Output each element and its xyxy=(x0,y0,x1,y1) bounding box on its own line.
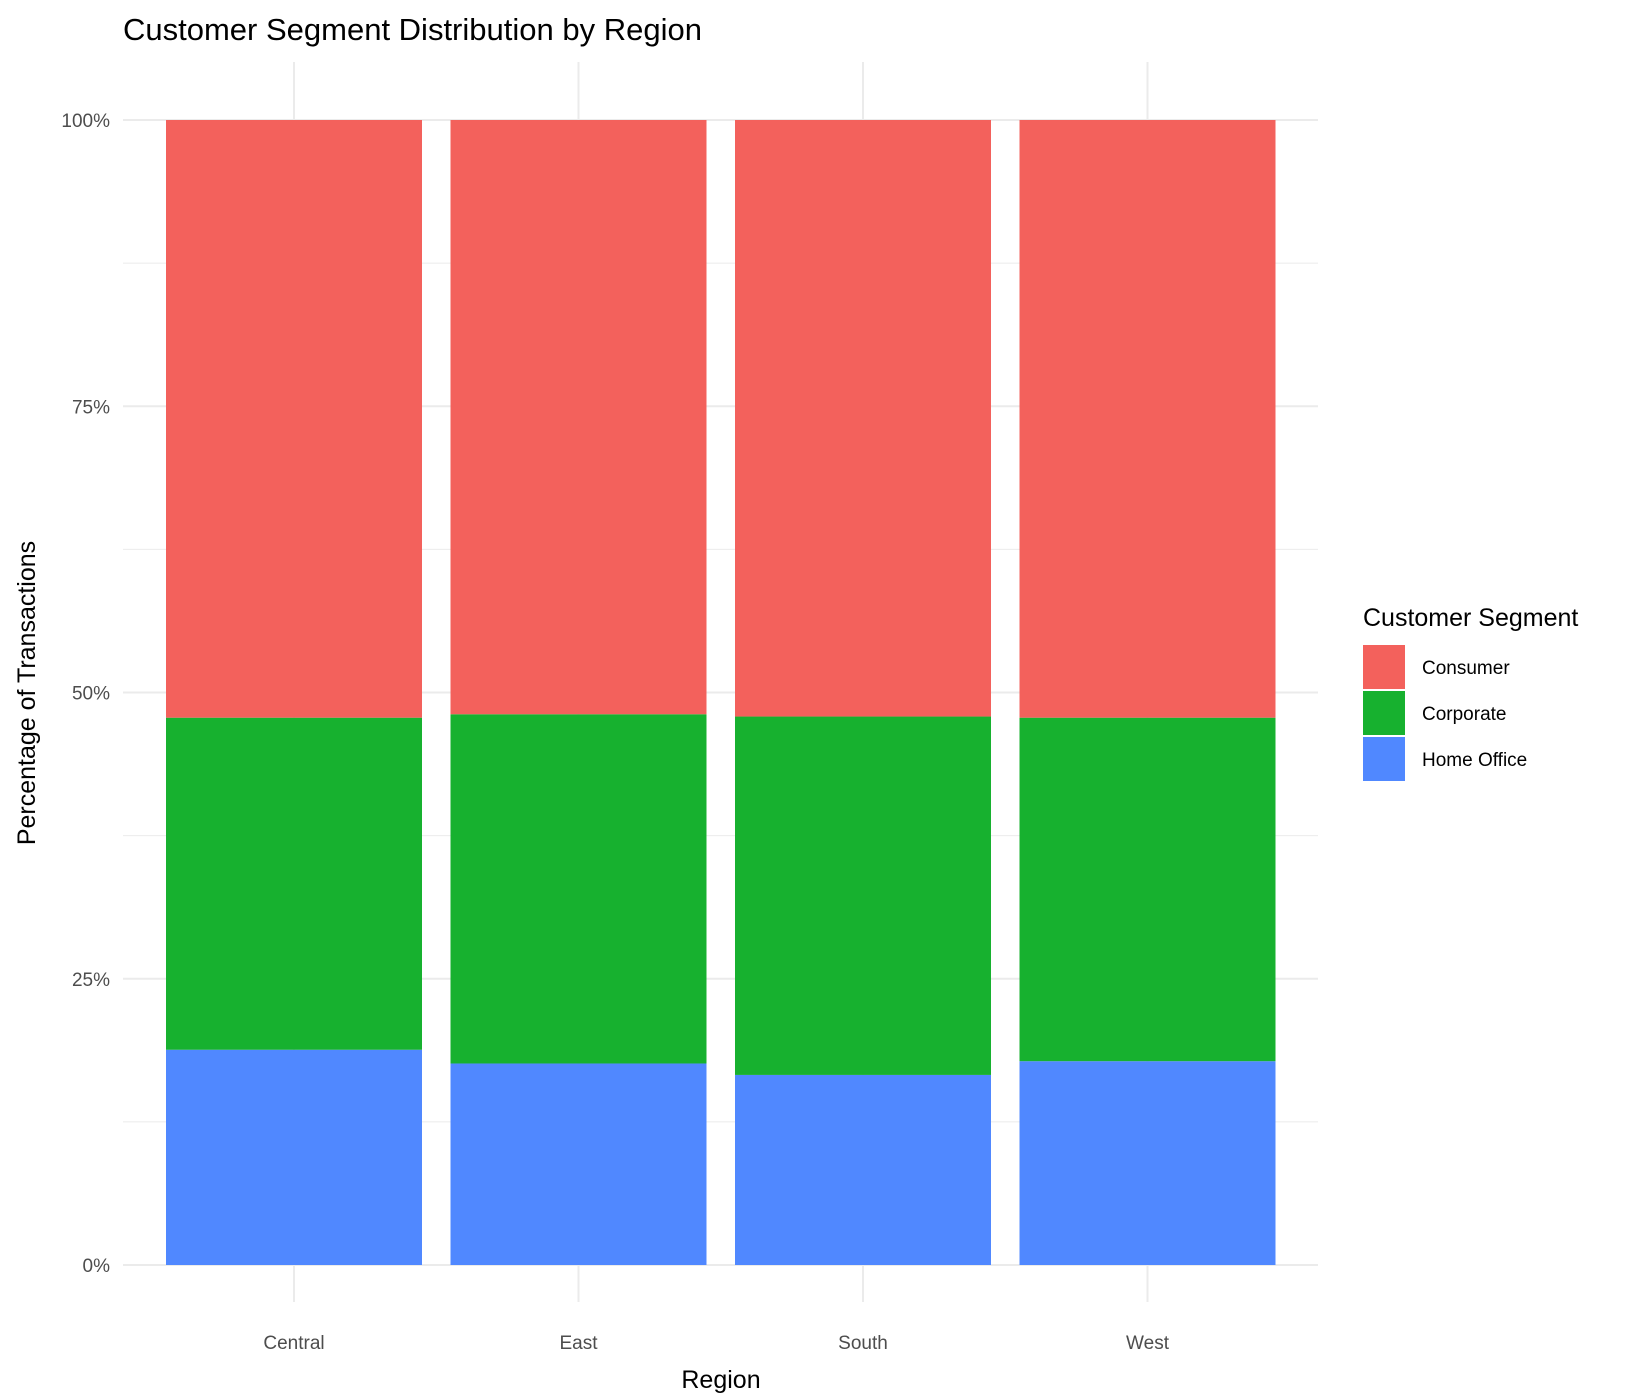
legend-swatch xyxy=(1363,645,1405,689)
x-tick-label: East xyxy=(559,1333,598,1354)
legend-swatch xyxy=(1363,737,1405,781)
x-tick-label: South xyxy=(838,1333,888,1354)
y-tick-label: 0% xyxy=(83,1256,111,1277)
bar-east-home-office xyxy=(450,1063,707,1265)
legend-title: Customer Segment xyxy=(1363,604,1578,632)
x-axis-ticks: Central East South West xyxy=(263,1333,1169,1354)
bar-west-corporate xyxy=(1019,717,1276,1062)
y-tick-label: 75% xyxy=(72,397,110,418)
bars xyxy=(166,120,1276,1265)
legend-label: Corporate xyxy=(1422,704,1507,725)
legend-label: Consumer xyxy=(1422,658,1510,679)
legend-label: Home Office xyxy=(1422,750,1527,771)
legend: Customer Segment Consumer Corporate Home O… xyxy=(1363,604,1578,781)
y-tick-label: 100% xyxy=(61,111,110,132)
bar-west-consumer xyxy=(1019,120,1276,718)
x-axis-title: Region xyxy=(681,1366,760,1394)
bar-south-home-office xyxy=(735,1074,991,1265)
y-axis-ticks: 0% 25% 50% 75% 100% xyxy=(61,111,110,1277)
bar-east-corporate xyxy=(450,714,707,1064)
bar-central-home-office xyxy=(166,1049,422,1265)
x-tick-label: West xyxy=(1126,1333,1170,1354)
y-tick-label: 50% xyxy=(72,684,110,705)
bar-east-consumer xyxy=(450,120,707,715)
legend-swatch xyxy=(1363,691,1405,735)
bar-south-consumer xyxy=(735,120,991,717)
x-tick-label: Central xyxy=(263,1333,324,1354)
y-axis-title: Percentage of Transactions xyxy=(13,541,41,845)
legend-items: Consumer Corporate Home Office xyxy=(1363,645,1527,781)
bar-south-corporate xyxy=(735,716,991,1075)
bar-central-corporate xyxy=(166,717,422,1050)
chart-title: Customer Segment Distribution by Region xyxy=(123,12,702,47)
bar-central-consumer xyxy=(166,120,422,718)
bar-west-home-office xyxy=(1019,1061,1276,1265)
y-tick-label: 25% xyxy=(72,970,110,991)
